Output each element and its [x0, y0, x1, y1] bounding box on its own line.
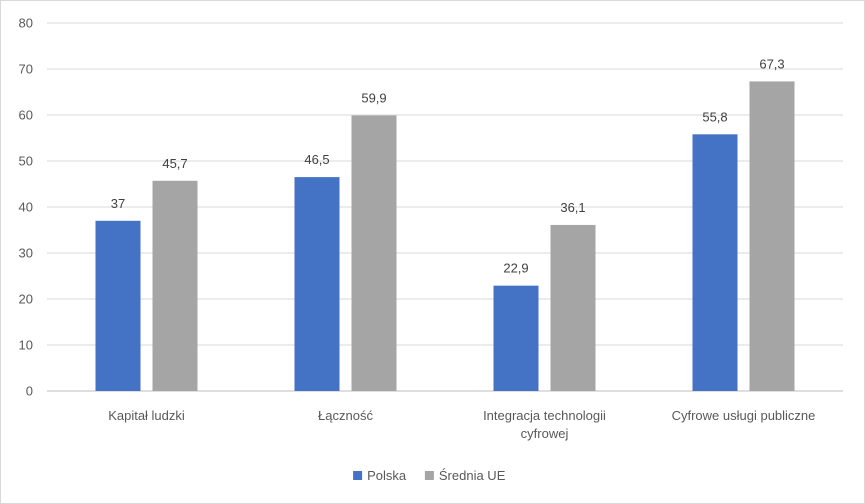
bar-srednia-ue	[749, 81, 795, 392]
y-tick-label: 30	[19, 246, 33, 261]
bar-polska	[493, 285, 539, 391]
category-label: Kapitał ludzki	[108, 408, 185, 423]
data-label: 22,9	[503, 261, 528, 276]
legend-swatch	[353, 471, 363, 480]
data-label: 59,9	[361, 90, 386, 105]
legend-label: Średnia UE	[439, 468, 506, 483]
y-tick-label: 10	[19, 338, 33, 353]
y-tick-label: 20	[19, 292, 33, 307]
bar-srednia-ue	[351, 115, 397, 392]
bar-srednia-ue	[550, 224, 596, 391]
category-label: Integracja technologii	[483, 408, 606, 423]
bar-polska	[294, 177, 340, 391]
y-tick-label: 40	[19, 200, 33, 215]
legend-swatch	[424, 471, 434, 480]
data-label: 36,1	[560, 200, 585, 215]
bar-polska	[692, 134, 738, 391]
y-tick-label: 60	[19, 108, 33, 123]
category-label: cyfrowej	[521, 426, 569, 441]
data-label: 67,3	[759, 56, 784, 71]
legend-label: Polska	[367, 468, 407, 483]
bar-polska	[95, 220, 141, 391]
y-tick-label: 70	[19, 62, 33, 77]
data-label: 46,5	[304, 152, 329, 167]
category-label: Łączność	[318, 408, 373, 423]
y-tick-label: 50	[19, 154, 33, 169]
y-tick-label: 80	[19, 16, 33, 31]
bar-srednia-ue	[152, 180, 198, 391]
data-label: 37	[111, 196, 125, 211]
y-tick-label: 0	[26, 384, 33, 399]
data-label: 55,8	[702, 109, 727, 124]
data-label: 45,7	[162, 156, 187, 171]
category-label: Cyfrowe usługi publiczne	[672, 408, 816, 423]
